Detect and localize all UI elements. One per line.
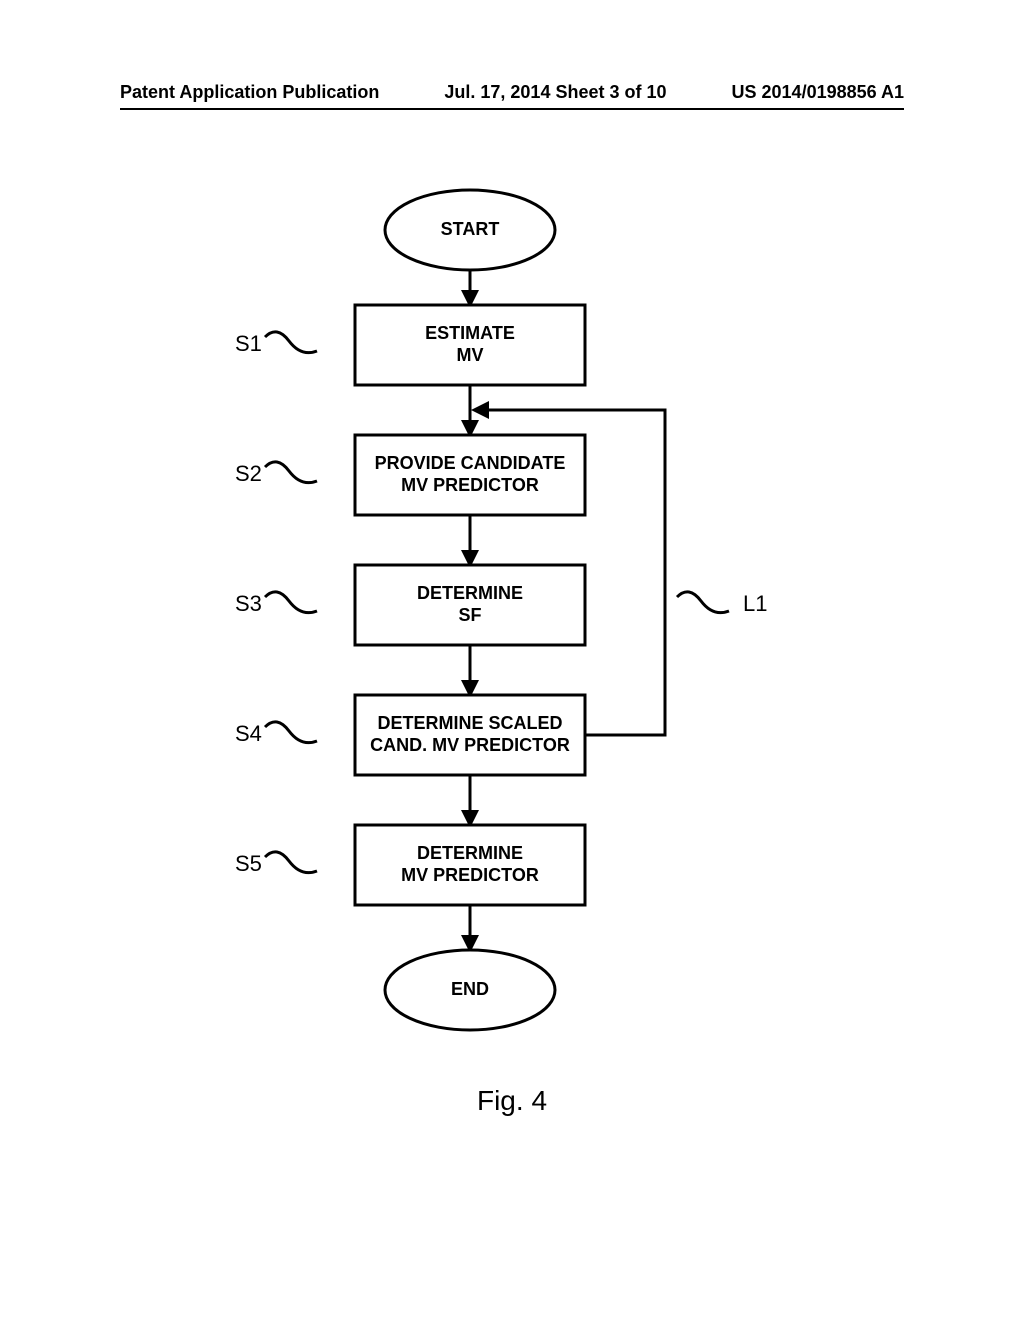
process-s5-text-0: DETERMINE [417,843,523,863]
step-label-s5: S5 [235,851,262,876]
header-left: Patent Application Publication [120,82,379,103]
process-s1-text-1: MV [457,345,484,365]
loop-label-l1: L1 [743,591,767,616]
process-s2-text-0: PROVIDE CANDIDATE [375,453,566,473]
squiggle-s3 [265,592,317,613]
squiggle-s5 [265,852,317,873]
process-s3-text-0: DETERMINE [417,583,523,603]
squiggle-l1 [677,592,729,613]
step-label-s4: S4 [235,721,262,746]
header-rule [120,108,904,110]
step-label-s3: S3 [235,591,262,616]
squiggle-s4 [265,722,317,743]
header-right: US 2014/0198856 A1 [732,82,904,103]
start-terminal-label: START [441,219,500,239]
process-s2-text-1: MV PREDICTOR [401,475,539,495]
squiggle-s1 [265,332,317,353]
header-center: Jul. 17, 2014 Sheet 3 of 10 [444,82,666,103]
squiggle-s2 [265,462,317,483]
page-header: Patent Application Publication Jul. 17, … [120,82,904,103]
flowchart-diagram: STARTESTIMATEMVS1PROVIDE CANDIDATEMV PRE… [0,150,1024,1150]
process-s4-text-1: CAND. MV PREDICTOR [370,735,570,755]
end-terminal-label: END [451,979,489,999]
process-s1-text-0: ESTIMATE [425,323,515,343]
page: Patent Application Publication Jul. 17, … [0,0,1024,1320]
process-s4-text-0: DETERMINE SCALED [377,713,562,733]
process-s5-text-1: MV PREDICTOR [401,865,539,885]
process-s3-text-1: SF [458,605,481,625]
step-label-s1: S1 [235,331,262,356]
step-label-s2: S2 [235,461,262,486]
figure-caption: Fig. 4 [0,1085,1024,1117]
